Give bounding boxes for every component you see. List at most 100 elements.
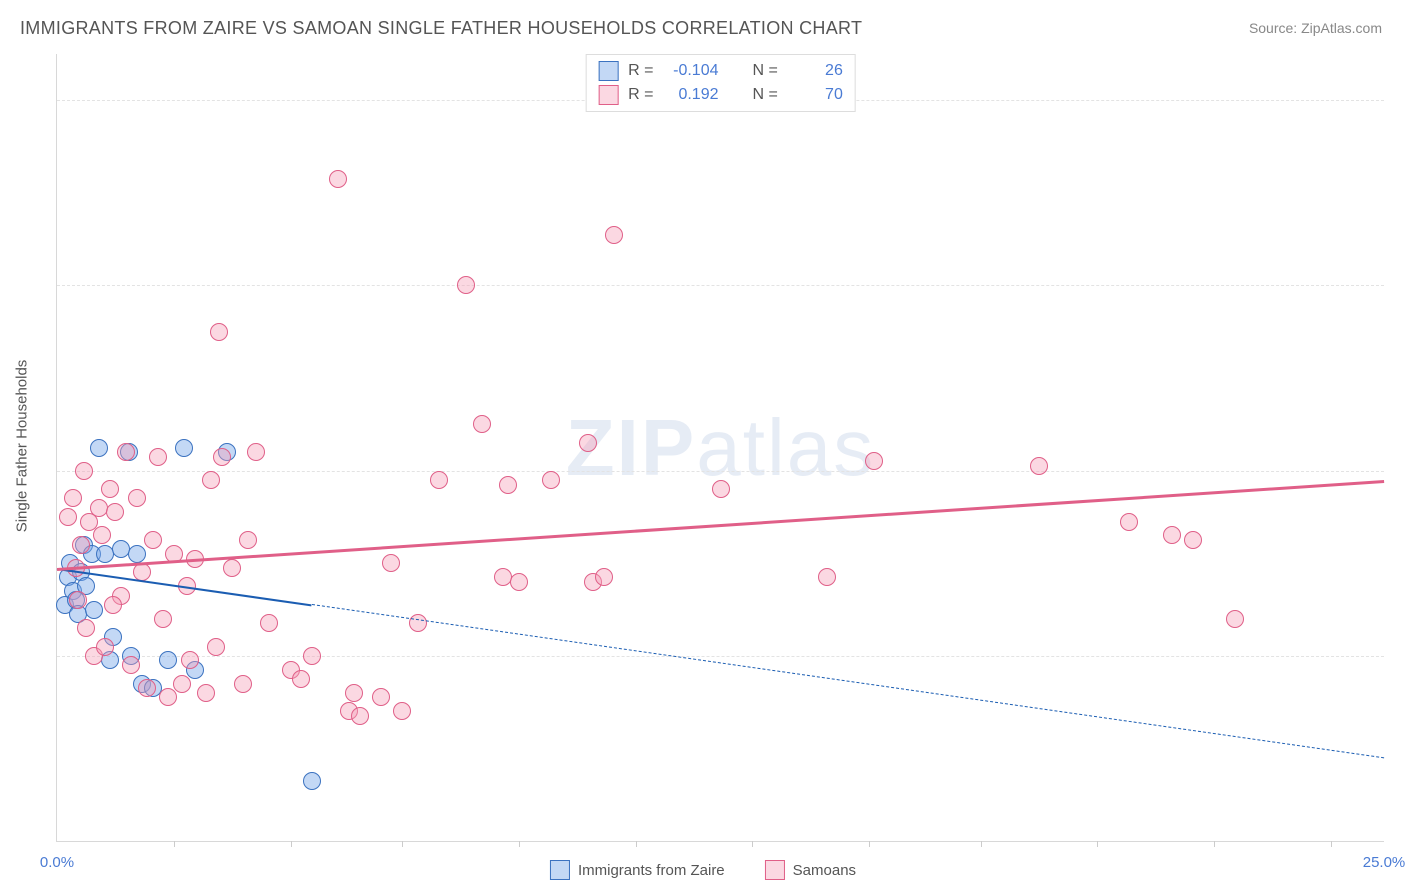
scatter-point-zaire <box>175 439 193 457</box>
scatter-point-samoans <box>1226 610 1244 628</box>
scatter-point-samoans <box>303 647 321 665</box>
scatter-point-samoans <box>223 559 241 577</box>
scatter-point-samoans <box>393 702 411 720</box>
scatter-point-samoans <box>149 448 167 466</box>
scatter-point-samoans <box>159 688 177 706</box>
scatter-point-samoans <box>372 688 390 706</box>
legend-swatch <box>765 860 785 880</box>
stat-r-label: R = <box>628 59 653 83</box>
stat-r-label: R = <box>628 83 653 107</box>
x-tick-mark <box>519 841 520 847</box>
x-tick-mark <box>402 841 403 847</box>
x-tick-mark <box>291 841 292 847</box>
scatter-point-samoans <box>351 707 369 725</box>
scatter-point-samoans <box>181 651 199 669</box>
x-tick-label: 25.0% <box>1363 854 1406 871</box>
scatter-point-zaire <box>159 651 177 669</box>
y-tick-label: 4.0% <box>1394 462 1406 479</box>
stat-n-value: 70 <box>788 83 843 107</box>
x-tick-mark <box>981 841 982 847</box>
scatter-point-samoans <box>260 614 278 632</box>
scatter-point-samoans <box>101 480 119 498</box>
scatter-point-samoans <box>122 656 140 674</box>
trend-line <box>312 604 1384 758</box>
stat-n-label: N = <box>753 83 778 107</box>
y-tick-label: 8.0% <box>1394 92 1406 109</box>
scatter-point-samoans <box>210 323 228 341</box>
chart-container: IMMIGRANTS FROM ZAIRE VS SAMOAN SINGLE F… <box>0 0 1406 892</box>
plot-area: ZIPatlas 2.0%4.0%6.0%8.0%0.0%25.0%R =-0.… <box>56 54 1384 842</box>
stat-n-value: 26 <box>788 59 843 83</box>
y-tick-label: 6.0% <box>1394 277 1406 294</box>
scatter-point-samoans <box>579 434 597 452</box>
stats-row-zaire: R =-0.104N =26 <box>598 59 843 83</box>
legend-swatch <box>598 85 618 105</box>
legend-label: Immigrants from Zaire <box>578 862 725 879</box>
x-tick-mark <box>752 841 753 847</box>
scatter-point-samoans <box>138 679 156 697</box>
scatter-point-samoans <box>292 670 310 688</box>
source-attribution: Source: ZipAtlas.com <box>1249 20 1382 36</box>
scatter-point-samoans <box>499 476 517 494</box>
x-tick-mark <box>869 841 870 847</box>
scatter-point-samoans <box>329 170 347 188</box>
legend-label: Samoans <box>793 862 856 879</box>
scatter-point-samoans <box>1030 457 1048 475</box>
scatter-point-samoans <box>239 531 257 549</box>
legend-swatch <box>598 61 618 81</box>
scatter-point-samoans <box>430 471 448 489</box>
gridline-horizontal <box>57 471 1384 472</box>
x-tick-mark <box>1097 841 1098 847</box>
scatter-point-samoans <box>1120 513 1138 531</box>
scatter-point-samoans <box>595 568 613 586</box>
scatter-point-zaire <box>128 545 146 563</box>
scatter-point-zaire <box>90 439 108 457</box>
scatter-point-samoans <box>173 675 191 693</box>
y-tick-label: 2.0% <box>1394 647 1406 664</box>
scatter-point-samoans <box>154 610 172 628</box>
x-tick-label: 0.0% <box>40 854 74 871</box>
x-tick-mark <box>636 841 637 847</box>
scatter-point-samoans <box>77 619 95 637</box>
chart-title: IMMIGRANTS FROM ZAIRE VS SAMOAN SINGLE F… <box>20 18 862 39</box>
x-tick-mark <box>174 841 175 847</box>
scatter-point-samoans <box>106 503 124 521</box>
legend-item: Immigrants from Zaire <box>550 860 725 880</box>
bottom-legend: Immigrants from Zaire Samoans <box>550 860 856 880</box>
scatter-point-samoans <box>865 452 883 470</box>
scatter-point-samoans <box>93 526 111 544</box>
scatter-point-samoans <box>96 638 114 656</box>
stats-legend: R =-0.104N =26R =0.192N =70 <box>585 54 856 112</box>
gridline-horizontal <box>57 285 1384 286</box>
y-axis-label: Single Father Households <box>14 360 31 533</box>
scatter-point-samoans <box>345 684 363 702</box>
scatter-point-samoans <box>128 489 146 507</box>
scatter-point-samoans <box>1163 526 1181 544</box>
gridline-horizontal <box>57 656 1384 657</box>
scatter-point-samoans <box>213 448 231 466</box>
scatter-point-samoans <box>104 596 122 614</box>
scatter-point-samoans <box>75 462 93 480</box>
scatter-point-samoans <box>510 573 528 591</box>
scatter-point-samoans <box>197 684 215 702</box>
stat-n-label: N = <box>753 59 778 83</box>
scatter-point-samoans <box>247 443 265 461</box>
stat-r-value: 0.192 <box>664 83 719 107</box>
scatter-point-samoans <box>69 591 87 609</box>
scatter-point-samoans <box>818 568 836 586</box>
stats-row-samoans: R = 0.192 N = 70 <box>598 83 843 107</box>
scatter-point-samoans <box>234 675 252 693</box>
scatter-point-samoans <box>605 226 623 244</box>
scatter-point-zaire <box>303 772 321 790</box>
scatter-point-samoans <box>202 471 220 489</box>
scatter-point-samoans <box>1184 531 1202 549</box>
scatter-point-samoans <box>207 638 225 656</box>
scatter-point-samoans <box>542 471 560 489</box>
x-tick-mark <box>1214 841 1215 847</box>
scatter-point-samoans <box>382 554 400 572</box>
scatter-point-samoans <box>712 480 730 498</box>
plot-inner: ZIPatlas 2.0%4.0%6.0%8.0%0.0%25.0%R =-0.… <box>57 54 1384 841</box>
scatter-point-zaire <box>85 601 103 619</box>
legend-item: Samoans <box>765 860 856 880</box>
scatter-point-samoans <box>117 443 135 461</box>
